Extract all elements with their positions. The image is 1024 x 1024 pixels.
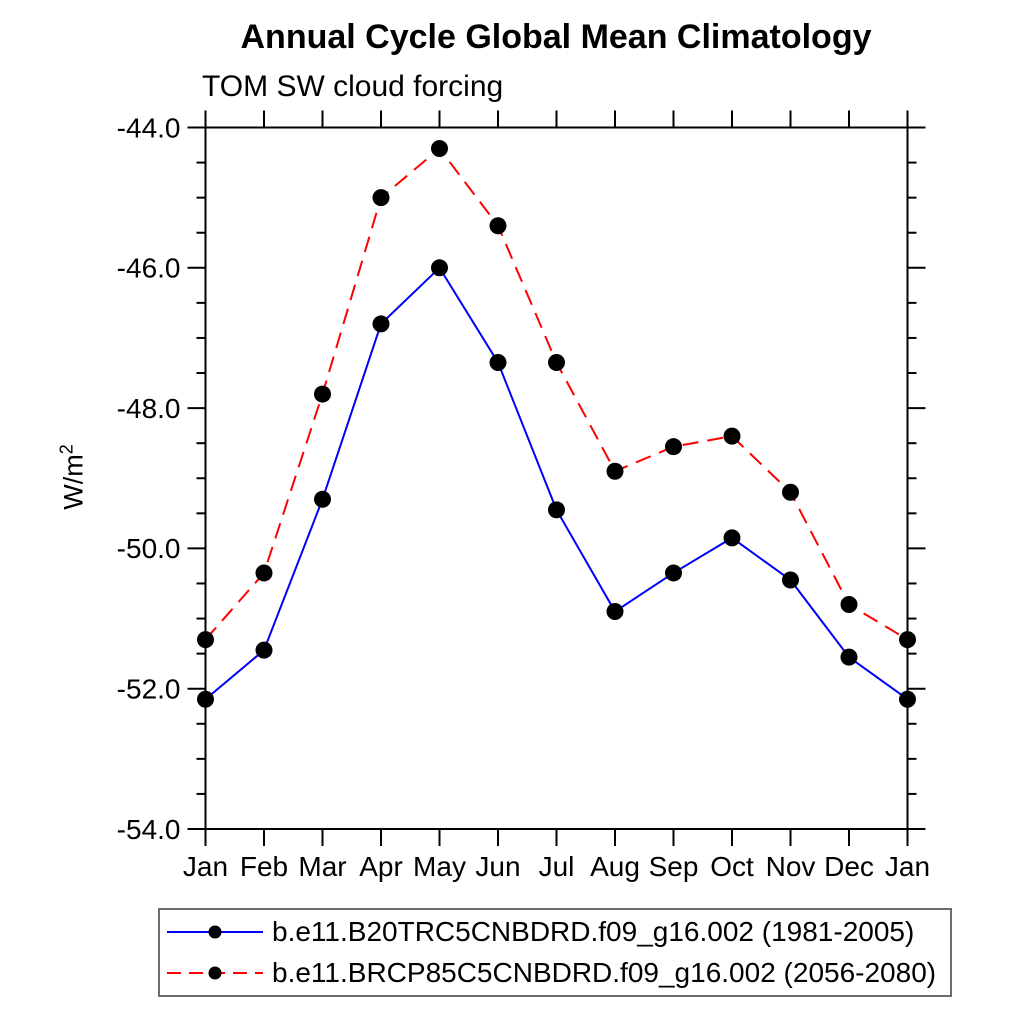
data-point-marker <box>489 354 507 372</box>
y-tick-label: -52.0 <box>117 674 181 705</box>
x-tick-label: Aug <box>590 851 640 882</box>
legend-marker-icon <box>208 966 222 980</box>
x-tick-label: Feb <box>240 851 288 882</box>
legend-item-series1: b.e11.B20TRC5CNBDRD.f09_g16.002 (1981-20… <box>160 912 950 953</box>
data-point-marker <box>255 564 273 582</box>
data-point-marker <box>665 438 682 456</box>
data-point-marker <box>899 690 916 708</box>
chart-subtitle: TOM SW cloud forcing <box>202 70 504 103</box>
legend-label: b.e11.BRCP85C5CNBDRD.f09_g16.002 (2056-2… <box>272 956 937 988</box>
legend-marker-icon <box>208 925 222 939</box>
legend-label: b.e11.B20TRC5CNBDRD.f09_g16.002 (1981-20… <box>272 916 915 948</box>
data-point-marker <box>197 690 214 708</box>
data-point-marker <box>782 483 799 501</box>
y-tick-label: -46.0 <box>117 253 181 284</box>
data-point-marker <box>548 354 565 372</box>
x-tick-label: Nov <box>766 851 816 882</box>
data-point-marker <box>255 641 273 659</box>
legend-line-sample-dashed <box>167 966 263 980</box>
data-point-marker <box>489 217 507 235</box>
series-line-2 <box>204 147 909 641</box>
y-tick-label: -50.0 <box>117 533 181 564</box>
y-tick-label: -48.0 <box>117 393 181 424</box>
data-point-marker <box>372 189 390 207</box>
legend: b.e11.B20TRC5CNBDRD.f09_g16.002 (1981-20… <box>158 908 952 997</box>
data-point-marker <box>431 140 448 158</box>
chart-title: Annual Cycle Global Mean Climatology <box>240 18 872 56</box>
y-tick-label: -54.0 <box>117 814 181 845</box>
data-point-marker <box>840 596 858 614</box>
legend-item-series2: b.e11.BRCP85C5CNBDRD.f09_g16.002 (2056-2… <box>160 953 950 994</box>
x-tick-label: Jul <box>539 851 575 882</box>
data-point-marker <box>840 648 858 666</box>
data-point-marker <box>782 571 799 589</box>
x-tick-label: Oct <box>710 851 754 882</box>
data-point-marker <box>899 631 916 649</box>
x-tick-label: Jan <box>885 851 930 882</box>
data-point-marker <box>197 631 214 649</box>
data-point-marker <box>372 315 390 333</box>
series-line-1 <box>204 266 909 701</box>
x-tick-label: Jan <box>183 851 228 882</box>
data-point-marker <box>723 427 741 445</box>
x-tick-label: Apr <box>359 851 403 882</box>
x-tick-label: Jun <box>475 851 520 882</box>
data-point-marker <box>314 385 331 403</box>
data-point-marker <box>665 564 682 582</box>
data-point-marker <box>431 259 448 277</box>
x-tick-label: Sep <box>649 851 699 882</box>
x-tick-label: Dec <box>824 851 874 882</box>
legend-line-sample-solid <box>167 925 263 939</box>
data-point-marker <box>606 462 624 480</box>
data-point-marker <box>548 501 565 519</box>
x-tick-label: May <box>413 851 466 882</box>
data-point-marker <box>314 490 331 508</box>
data-point-marker <box>723 529 741 547</box>
x-tick-label: Mar <box>298 851 346 882</box>
data-point-marker <box>606 603 624 621</box>
y-tick-label: -44.0 <box>117 112 181 143</box>
